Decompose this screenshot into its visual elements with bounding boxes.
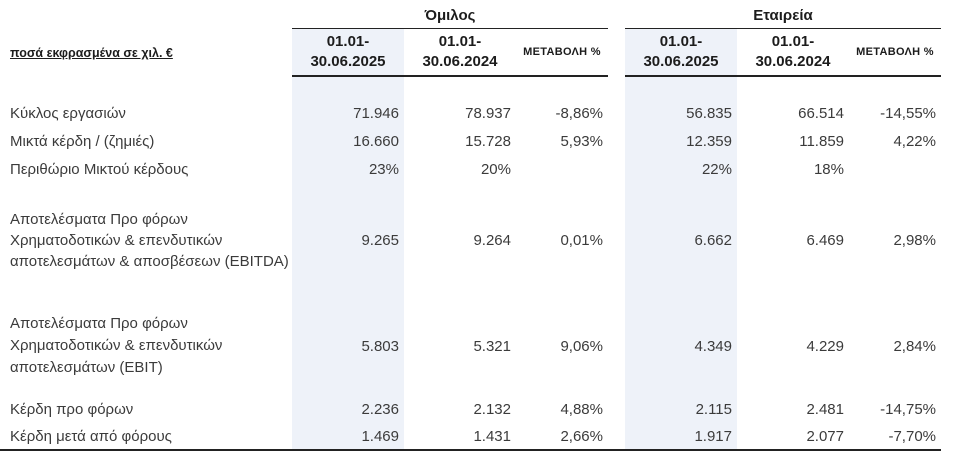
cell-group-current: 1.469	[292, 423, 404, 449]
section-gap	[608, 29, 625, 77]
cell-group-current: 2.236	[292, 395, 404, 423]
cell-company-prior: 2.077	[806, 427, 844, 445]
spacer-row	[0, 379, 953, 395]
cell-company-prior: 11.859	[799, 132, 844, 150]
cell-company-change: 2,84%	[893, 337, 936, 355]
cell-group-current: 16.660	[292, 127, 404, 155]
cell-group-change: 2,66%	[560, 427, 603, 445]
section-title-company: Εταιρεία	[625, 0, 941, 29]
row-label: Αποτελέσματα Προ φόρων Χρηματοδοτικών & …	[10, 210, 289, 270]
col-header-company-current: 01.01- 30.06.2025	[625, 29, 737, 75]
cell-company-current: 22%	[625, 155, 737, 183]
cell-company-prior: 18%	[813, 160, 844, 178]
cell-company-current: 56.835	[625, 99, 737, 127]
col-header-line1: 01.01-	[659, 33, 703, 50]
section-gap	[608, 127, 625, 155]
row-label: Περιθώριο Μικτού κέρδους	[10, 160, 189, 178]
cell-group-change: 4,88%	[560, 400, 603, 418]
row-label: Μικτά κέρδη / (ζημιές)	[10, 132, 155, 150]
unit-label: ποσά εκφρασμένα σε χιλ. €	[10, 46, 173, 60]
cell-group-change: -8,86%	[555, 104, 603, 122]
cell-company-change: -7,70%	[888, 427, 936, 445]
col-header-group-change: ΜΕΤΑΒΟΛΗ %	[523, 46, 601, 58]
cell-company-change	[849, 155, 941, 183]
group-header-columns: 01.01- 30.06.2025 01.01- 30.06.2024 ΜΕΤΑ…	[292, 29, 608, 77]
cell-company-current: 12.359	[625, 127, 737, 155]
col-header-line1: 01.01-	[438, 33, 482, 50]
cell-group-prior: 20%	[480, 160, 511, 178]
cell-company-change: 4,22%	[893, 132, 936, 150]
cell-group-current: 71.946	[292, 99, 404, 127]
row-label: Αποτελέσματα Προ φόρων Χρηματοδοτικών & …	[10, 315, 223, 376]
col-header-company-prior: 01.01- 30.06.2024	[737, 29, 849, 75]
cell-group-current: 23%	[292, 155, 404, 183]
row-label: Κέρδη μετά από φόρους	[10, 427, 172, 445]
table-row: Αποτελέσματα Προ φόρων Χρηματοδοτικών & …	[0, 197, 953, 283]
col-header-line2: 30.06.2024	[422, 53, 498, 70]
cell-company-current: 1.917	[625, 423, 737, 449]
cell-company-change: -14,55%	[880, 104, 936, 122]
section-gap	[608, 395, 625, 423]
table-row: Κύκλος εργασιών 71.946 78.937 -8,86% 56.…	[0, 99, 953, 127]
section-gap	[608, 313, 625, 379]
row-label: Κέρδη προ φόρων	[10, 400, 134, 418]
table-row: Αποτελέσματα Προ φόρων Χρηματοδοτικών & …	[0, 313, 953, 379]
cell-group-prior: 9.264	[473, 231, 511, 249]
cell-group-prior: 2.132	[473, 400, 511, 418]
table-bottom-rule	[0, 449, 941, 451]
col-header-company-change: ΜΕΤΑΒΟΛΗ %	[856, 46, 934, 58]
unit-cell: ποσά εκφρασμένα σε χιλ. €	[0, 29, 292, 77]
col-header-line1: 01.01-	[771, 33, 815, 50]
cell-group-prior: 5.321	[473, 337, 511, 355]
table-row: Κέρδη μετά από φόρους 1.469 1.431 2,66% …	[0, 423, 953, 449]
cell-group-current: 5.803	[292, 313, 404, 379]
cell-company-change: 2,98%	[893, 231, 936, 249]
cell-company-current: 6.662	[625, 197, 737, 283]
cell-group-prior: 78.937	[465, 104, 511, 122]
spacer-row	[0, 77, 953, 99]
cell-company-current: 2.115	[625, 395, 737, 423]
cell-company-prior: 6.469	[806, 231, 844, 249]
section-gap	[608, 197, 625, 283]
col-header-line2: 30.06.2025	[643, 53, 719, 70]
section-gap	[608, 423, 625, 449]
column-header-row: ποσά εκφρασμένα σε χιλ. € 01.01- 30.06.2…	[0, 29, 953, 77]
col-header-group-prior: 01.01- 30.06.2024	[404, 29, 516, 75]
cell-group-change: 5,93%	[560, 132, 603, 150]
cell-company-current: 4.349	[625, 313, 737, 379]
section-title-group: Όμιλος	[292, 0, 608, 29]
cell-group-current: 9.265	[292, 197, 404, 283]
section-gap	[608, 99, 625, 127]
spacer-row	[0, 183, 953, 197]
title-row-spacer	[0, 0, 292, 29]
cell-company-prior: 4.229	[806, 337, 844, 355]
cell-group-change: 0,01%	[560, 231, 603, 249]
col-header-line2: 30.06.2024	[755, 53, 831, 70]
company-header-columns: 01.01- 30.06.2025 01.01- 30.06.2024 ΜΕΤΑ…	[625, 29, 941, 77]
col-header-line1: 01.01-	[326, 33, 370, 50]
table-row: Κέρδη προ φόρων 2.236 2.132 4,88% 2.115 …	[0, 395, 953, 423]
cell-group-prior: 1.431	[473, 427, 511, 445]
section-gap	[608, 0, 625, 29]
cell-company-prior: 66.514	[798, 104, 844, 122]
table-row: Περιθώριο Μικτού κέρδους 23% 20% 22% 18%	[0, 155, 953, 183]
col-header-group-current: 01.01- 30.06.2025	[292, 29, 404, 75]
col-header-line2: 30.06.2025	[310, 53, 386, 70]
section-titles-row: Όμιλος Εταιρεία	[0, 0, 953, 29]
cell-company-prior: 2.481	[806, 400, 844, 418]
table-row: Μικτά κέρδη / (ζημιές) 16.660 15.728 5,9…	[0, 127, 953, 155]
section-gap	[608, 155, 625, 183]
cell-group-change: 9,06%	[560, 337, 603, 355]
cell-group-change	[516, 155, 608, 183]
cell-group-prior: 15.728	[465, 132, 511, 150]
spacer-row	[0, 283, 953, 313]
cell-company-change: -14,75%	[880, 400, 936, 418]
row-label: Κύκλος εργασιών	[10, 104, 126, 122]
